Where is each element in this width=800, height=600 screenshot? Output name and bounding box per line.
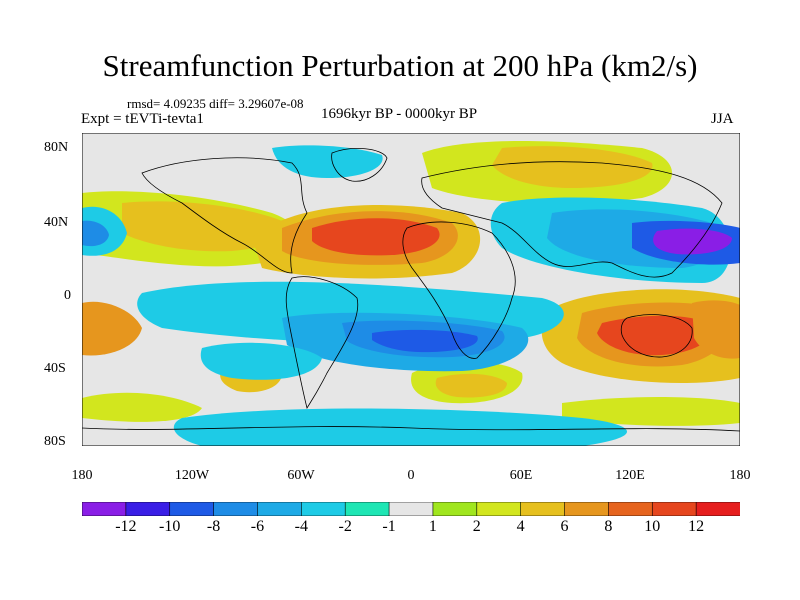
season-label: JJA <box>711 111 734 127</box>
colorbar <box>82 502 740 516</box>
colorbar-swatch <box>432 502 478 516</box>
colorbar-tick-label: 10 <box>644 518 661 535</box>
colorbar-tick-label: 6 <box>560 518 569 535</box>
colorbar-swatch <box>125 502 171 516</box>
field-region-north-atlantic-negative <box>272 145 383 178</box>
colorbar-tick-label: 1 <box>428 518 437 535</box>
lon-label-0: 0 <box>407 468 415 483</box>
lat-label-80s: 80S <box>44 434 66 449</box>
colorbar-tick-label: -8 <box>206 518 221 535</box>
colorbar-tick-label: 2 <box>472 518 481 535</box>
lon-label-120e: 120E <box>615 468 645 483</box>
colorbar-swatch <box>651 502 697 516</box>
colorbar-swatch <box>301 502 347 516</box>
coastline-south-america <box>285 276 359 410</box>
field-region-satlantic-core <box>435 373 507 398</box>
lon-label-60w: 60W <box>287 468 315 483</box>
colorbar-tick-label: -12 <box>115 518 137 535</box>
lat-label-80n: 80N <box>44 140 69 155</box>
map-title: Streamfunction Perturbation at 200 hPa (… <box>102 48 698 83</box>
colorbar-tick-label: 12 <box>688 518 705 535</box>
coastline-north-america <box>141 157 308 274</box>
coastlines <box>82 148 740 432</box>
colorbar-swatch <box>213 502 259 516</box>
colorbar-tick-label: 4 <box>516 518 525 535</box>
colorbar-tick-label: -2 <box>338 518 352 535</box>
field-region-siberia-core <box>492 146 653 188</box>
stats-line: rmsd= 4.09235 diff= 3.29607e-08 <box>127 96 304 111</box>
field-region-south-pacific-band <box>82 392 202 422</box>
field-region-indian-ocean-band <box>562 397 740 426</box>
field-region-nwpacific-core <box>653 228 732 255</box>
field-region-south-atlantic-core <box>372 329 478 353</box>
colorbar-tick-label: -10 <box>159 518 181 535</box>
colorbar-tick-label: 8 <box>604 518 613 535</box>
coastline-australia <box>620 314 693 358</box>
period-label: 1696kyr BP - 0000kyr BP <box>321 106 478 122</box>
streamfunction-map <box>82 133 740 446</box>
coastline-africa <box>402 221 516 359</box>
coastline-greenland <box>331 148 388 182</box>
colorbar-swatch <box>257 502 303 516</box>
colorbar-swatch <box>520 502 566 516</box>
lon-label-120w: 120W <box>174 468 210 483</box>
lon-label-180w: 180 <box>71 468 93 483</box>
lat-label-40s: 40S <box>44 361 66 376</box>
lat-label-0: 0 <box>64 288 71 303</box>
colorbar-swatch <box>388 502 434 516</box>
field-region-east-pacific-core <box>82 220 109 247</box>
colorbar-swatch <box>169 502 215 516</box>
field-region-australia-core <box>597 315 713 356</box>
lon-label-180e: 180 <box>729 468 751 483</box>
lat-label-40n: 40N <box>44 215 69 230</box>
field-region-south-pacific-negative <box>200 342 322 380</box>
colorbar-tick-label: -1 <box>382 518 396 535</box>
coastline-antarctica <box>82 426 740 432</box>
colorbar-swatch <box>344 502 390 516</box>
field-region-spacific-positive <box>82 301 142 356</box>
lon-label-60e: 60E <box>509 468 533 483</box>
colorbar-swatch <box>695 502 740 516</box>
colorbar-swatch <box>564 502 610 516</box>
experiment-label: Expt = tEVTi-tevta1 <box>81 111 204 127</box>
field-region-spacific-east <box>692 300 740 359</box>
colorbar-tick-label: -4 <box>294 518 308 535</box>
coastline-eurasia <box>421 161 723 278</box>
colorbar-swatch <box>608 502 654 516</box>
colorbar-swatch <box>82 502 127 516</box>
field-region-namerica-core <box>122 201 287 252</box>
colorbar-tick-label: -6 <box>250 518 265 535</box>
colorbar-swatch <box>476 502 522 516</box>
